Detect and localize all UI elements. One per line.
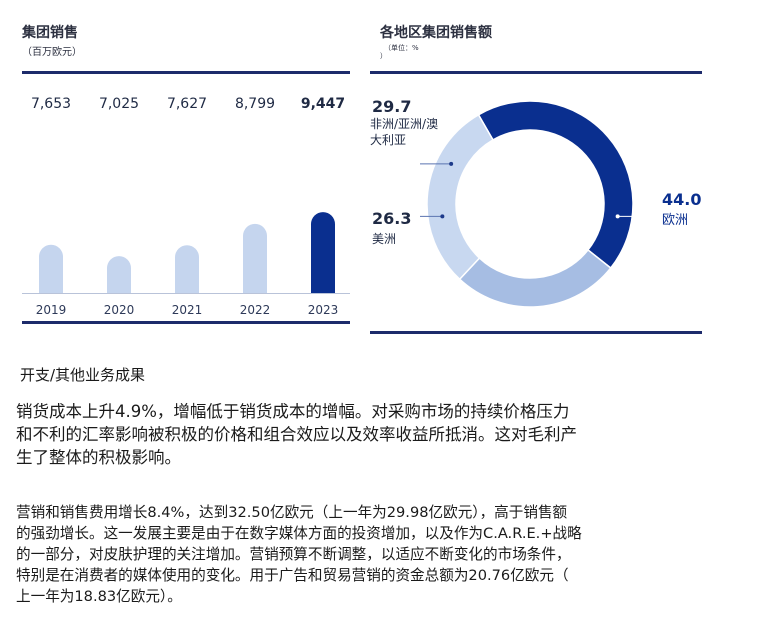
donut-chart-bottom-rule — [370, 331, 702, 334]
donut-slice — [477, 100, 634, 270]
slice-value-label: 44.0 — [662, 190, 701, 209]
bar-chart-subtitle: （百万欧元） — [22, 47, 82, 58]
x-tick-label: 2020 — [104, 303, 135, 317]
slice-name-label: 非洲/亚洲/澳 — [370, 117, 438, 131]
donut-slice — [426, 113, 495, 281]
bar — [107, 256, 131, 293]
bar-value-label: 7,025 — [99, 96, 139, 112]
slice-value-label: 29.7 — [372, 97, 411, 116]
x-tick-label: 2019 — [36, 303, 67, 317]
donut-chart-title: 各地区集团销售额 — [380, 25, 492, 41]
leader-dot — [449, 161, 454, 166]
slice-value-label: 26.3 — [372, 209, 411, 228]
paragraph-cost-of-sales: 销货成本上升4.9%，增幅低于销货成本的增幅。对采购市场的持续价格压力 和不利的… — [16, 400, 716, 469]
bar — [175, 245, 199, 293]
para2-line: 的一部分，对皮肤护理的关注增加。营销预算不断调整，以适应不断变化的市场条件， — [16, 546, 571, 563]
bar — [243, 223, 267, 293]
x-tick-label: 2022 — [240, 303, 271, 317]
para1-line: 生了整体的积极影响。 — [16, 448, 181, 467]
slice-name-label: 大利亚 — [370, 133, 406, 147]
para1-line: 和不利的汇率影响被积极的价格和组合效应以及效率收益所抵消。这对毛利产 — [16, 425, 577, 444]
leader-dot — [440, 214, 445, 219]
bar-value-label: 8,799 — [235, 96, 275, 112]
bar-chart: 7,653 2019 7,025 2020 7,627 2021 8,799 2022 9,44… — [31, 96, 345, 317]
donut-chart-subtitle: （单位：% — [384, 44, 419, 52]
donut-chart-subtitle-close: ） — [380, 52, 387, 60]
x-tick-label: 2023 — [308, 303, 339, 317]
bar — [39, 244, 63, 293]
para2-line: 上一年为18.83亿欧元）。 — [16, 588, 182, 605]
paragraph-marketing-expenses: 营销和销售费用增长8.4%，达到32.50亿欧元（上一年为29.98亿欧元），高… — [16, 502, 716, 607]
x-tick-label: 2021 — [172, 303, 203, 317]
bar-chart-title: 集团销售 — [22, 25, 78, 41]
para2-line: 特别是在消费者的媒体使用的变化。用于广告和贸易营销的资金总额为20.76亿欧元（ — [16, 567, 569, 584]
slice-name-label: 美洲 — [372, 232, 396, 246]
donut-chart-top-rule — [370, 71, 702, 74]
section-title: 开支/其他业务成果 — [20, 366, 146, 384]
bar-chart-bottom-rule — [22, 321, 350, 324]
bar-value-label: 9,447 — [301, 96, 345, 112]
bar-value-label: 7,627 — [167, 96, 207, 112]
donut-slice — [458, 248, 612, 308]
para2-line: 的强劲增长。这一发展主要是由于在数字媒体方面的投资增加，以及作为C.A.R.E.… — [16, 525, 582, 542]
bar-chart-top-rule — [22, 71, 350, 74]
bar-value-label: 7,653 — [31, 96, 71, 112]
slice-name-label: 欧洲 — [662, 213, 688, 228]
bar-chart-axis-line — [22, 293, 350, 294]
para1-line: 销货成本上升4.9%，增幅低于销货成本的增幅。对采购市场的持续价格压力 — [16, 402, 570, 421]
para2-line: 营销和销售费用增长8.4%，达到32.50亿欧元（上一年为29.98亿欧元），高… — [16, 504, 568, 521]
leader-dot — [615, 214, 620, 219]
bar — [311, 212, 335, 293]
